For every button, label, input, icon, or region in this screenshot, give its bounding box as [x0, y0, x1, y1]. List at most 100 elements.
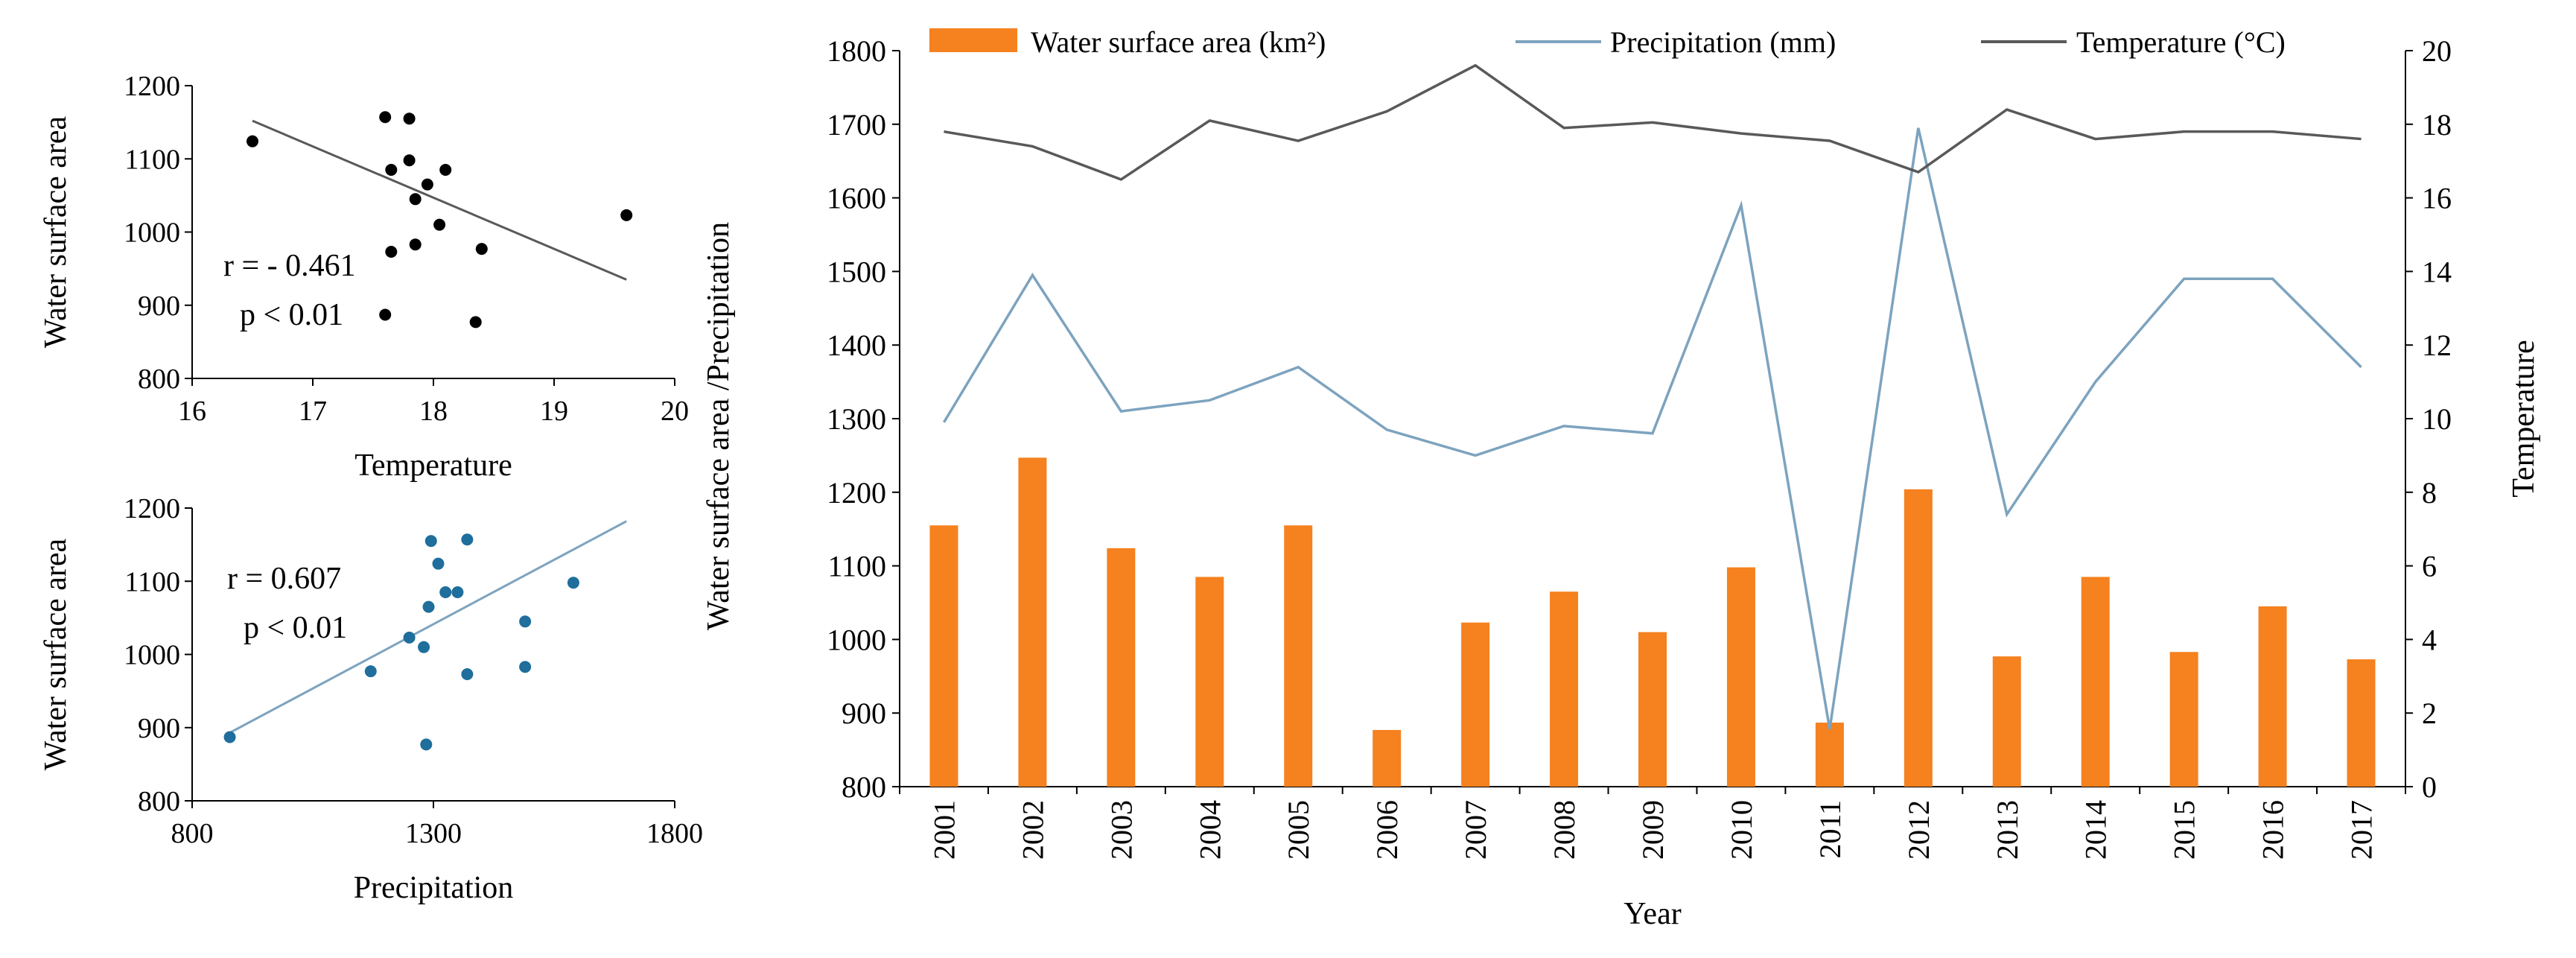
legend-label-water-area: Water surface area (km²)	[1031, 25, 1326, 59]
water-area-bar	[1904, 489, 1933, 787]
water-area-bar	[1373, 729, 1402, 787]
prec-scatter-point	[364, 665, 377, 678]
main-x-title: Year	[1623, 897, 1681, 931]
temp-scatter-point	[403, 154, 416, 167]
prec-scatter-fit-line	[229, 520, 627, 734]
water-area-bar	[1107, 548, 1136, 787]
temp-scatter-x-tick-label: 20	[661, 396, 689, 427]
prec-scatter-point	[461, 533, 474, 546]
prec-scatter-y-tick-label: 1200	[124, 493, 180, 524]
main-right-tick-label: 18	[2422, 108, 2452, 142]
prec-scatter-r-value: r = 0.607	[227, 562, 341, 596]
main-year-label: 2006	[1370, 800, 1404, 860]
temp-scatter-point	[385, 246, 398, 258]
temp-scatter-r-value: r = - 0.461	[223, 249, 356, 283]
water-area-bar	[2081, 577, 2110, 787]
prec-scatter-point	[223, 731, 236, 743]
main-year-label: 2003	[1104, 800, 1138, 860]
water-area-bar	[1550, 591, 1579, 787]
main-year-label: 2010	[1725, 800, 1758, 860]
prec-scatter-y-tick-label: 800	[138, 786, 180, 817]
water-area-bar	[2347, 659, 2376, 787]
prec-scatter-point	[403, 631, 416, 644]
prec-scatter-y-tick-label: 1000	[124, 640, 180, 671]
temp-scatter-point	[421, 178, 433, 191]
temp-scatter-point	[379, 308, 392, 321]
main-left-tick-label: 1200	[827, 476, 886, 510]
temp-scatter-point	[475, 243, 488, 256]
main-combo-chart: 800 900 1000 1100 1200 1300 1400 1500 1600 1700 18…	[702, 25, 2541, 931]
prec-scatter-point	[461, 668, 474, 681]
temp-scatter-y-tick-label: 900	[138, 291, 180, 322]
main-left-tick-label: 900	[842, 697, 886, 730]
scatter-precipitation-panel: 800 900 1000 1100 1200 800 1300 1800 r = 0.607 p …	[39, 493, 703, 905]
main-left-tick-label: 1100	[827, 550, 886, 583]
legend-label-precipitation: Precipitation (mm)	[1610, 25, 1836, 59]
main-right-tick-label: 20	[2422, 34, 2452, 68]
water-area-bar	[1461, 622, 1490, 787]
temp-scatter-p-value: p < 0.01	[240, 298, 343, 332]
water-area-bar	[1992, 656, 2021, 787]
water-area-bar	[2169, 652, 2198, 787]
main-right-tick-label: 14	[2422, 255, 2452, 288]
water-area-bar	[1018, 457, 1047, 787]
temp-scatter-x-tick-label: 17	[299, 396, 327, 427]
prec-scatter-point	[439, 586, 452, 598]
main-year-label: 2015	[2168, 800, 2201, 860]
main-year-label: 2005	[1282, 800, 1315, 860]
temp-scatter-point	[247, 135, 258, 147]
prec-scatter-point	[451, 586, 464, 598]
temp-scatter-point	[409, 238, 422, 251]
temp-scatter-point	[403, 112, 416, 125]
main-right-tick-label: 10	[2422, 402, 2452, 436]
main-year-label: 2016	[2257, 800, 2290, 860]
prec-scatter-point	[420, 738, 433, 751]
water-area-bar	[2258, 606, 2287, 787]
main-left-tick-label: 1600	[827, 182, 886, 215]
temp-scatter-point	[385, 163, 398, 176]
main-year-label: 2002	[1016, 800, 1049, 860]
main-year-label: 2004	[1193, 800, 1227, 860]
temp-scatter-point	[620, 209, 633, 221]
prec-scatter-y-tick-label: 1100	[124, 566, 180, 597]
temp-scatter-point	[433, 218, 446, 231]
legend-swatch-water-area	[929, 28, 1017, 52]
scatter-temperature-panel: 800 900 1000 1100 1200 16 17 18 19 20 r = - 0.461 p…	[39, 71, 689, 483]
temp-scatter-y-title: Water surface area	[39, 115, 73, 348]
temp-scatter-fit-line	[252, 119, 627, 281]
main-right-tick-label: 8	[2422, 476, 2437, 510]
temp-scatter-y-tick-label: 1100	[124, 144, 180, 175]
main-left-tick-label: 1000	[827, 623, 886, 656]
temp-scatter-x-tick-label: 18	[419, 396, 448, 427]
main-year-label: 2009	[1636, 800, 1670, 860]
water-area-bar	[1284, 525, 1313, 787]
main-right-tick-label: 0	[2422, 770, 2437, 804]
main-year-label: 2008	[1548, 800, 1581, 860]
temp-scatter-x-tick-label: 19	[540, 396, 568, 427]
main-year-label: 2007	[1459, 800, 1492, 860]
water-area-bar	[1638, 632, 1667, 787]
prec-scatter-point	[422, 600, 435, 613]
prec-scatter-x-tick-label: 1800	[646, 818, 703, 849]
main-left-tick-label: 1500	[827, 255, 886, 288]
temp-scatter-point	[379, 111, 392, 124]
main-year-label: 2001	[927, 800, 961, 860]
water-area-bar	[1726, 567, 1755, 787]
water-area-bar	[1815, 723, 1844, 787]
temp-scatter-x-title: Temperature	[354, 448, 512, 483]
prec-scatter-point	[432, 557, 445, 570]
main-year-label: 2011	[1813, 800, 1847, 859]
prec-scatter-point	[567, 577, 579, 589]
main-year-label: 2013	[1991, 800, 2024, 860]
temp-scatter-y-tick-label: 800	[138, 364, 180, 395]
main-right-tick-label: 2	[2422, 697, 2437, 730]
main-left-tick-label: 1700	[827, 108, 886, 142]
water-area-bar	[929, 525, 958, 787]
main-legend: Water surface area (km²) Precipitation (m…	[929, 25, 2286, 59]
main-left-tick-label: 800	[842, 770, 886, 804]
temp-scatter-point	[439, 163, 452, 176]
main-left-tick-label: 1800	[827, 34, 886, 68]
main-left-tick-label: 1400	[827, 329, 886, 362]
main-right-tick-label: 12	[2422, 329, 2452, 362]
prec-scatter-p-value: p < 0.01	[244, 611, 347, 645]
